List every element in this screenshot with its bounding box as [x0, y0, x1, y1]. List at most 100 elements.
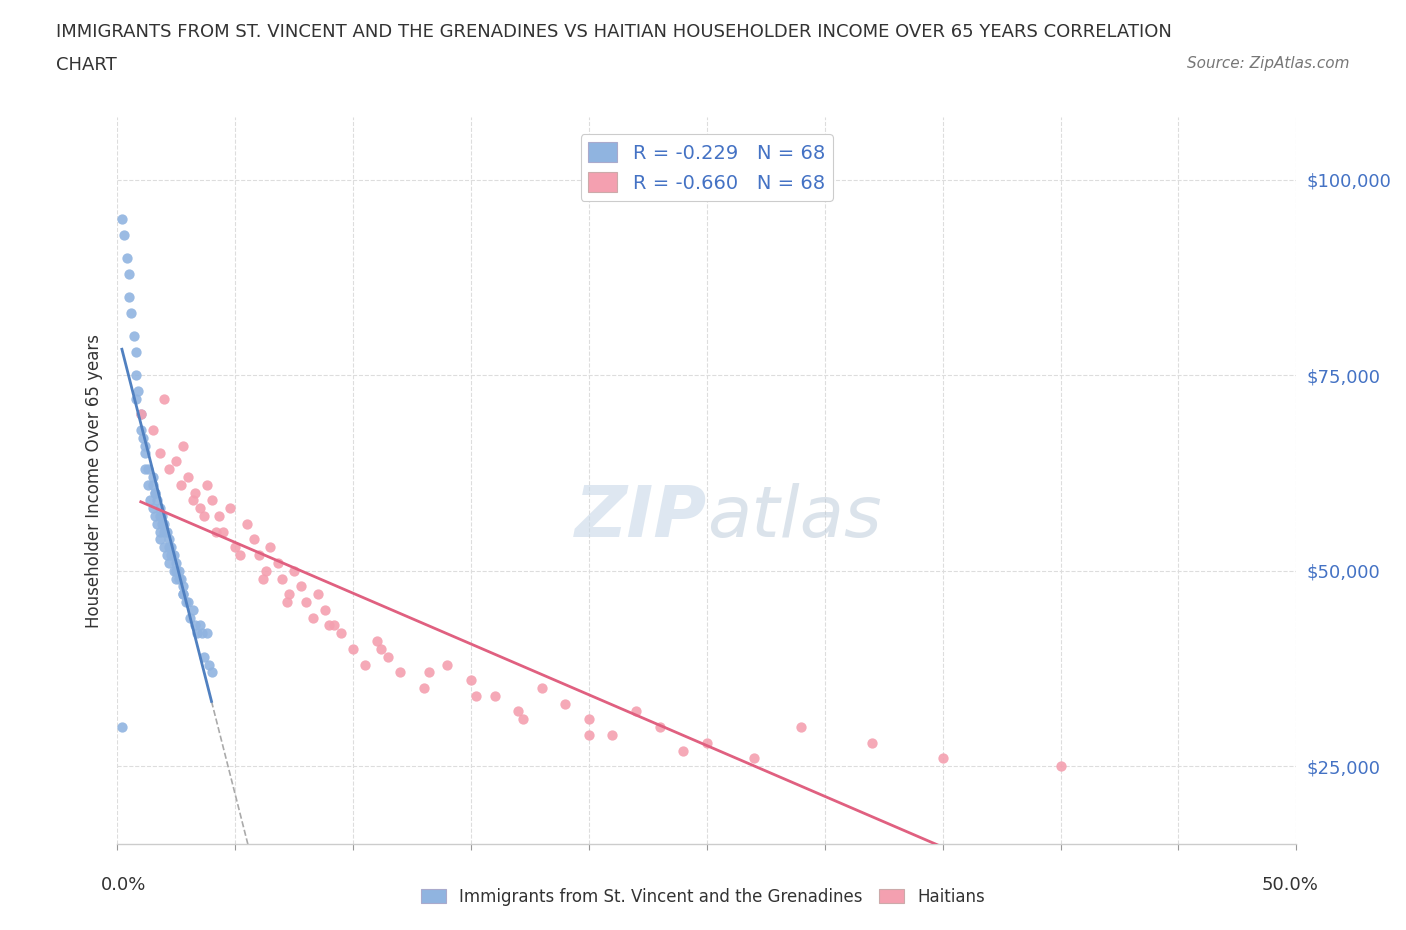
Point: [179, 610, 201, 625]
Point: [186, 626, 208, 641]
Point: [314, 603, 336, 618]
Point: [177, 470, 200, 485]
Point: [229, 548, 252, 563]
Text: Source: ZipAtlas.com: Source: ZipAtlas.com: [1187, 56, 1350, 71]
Point: [160, 539, 183, 554]
Point: [129, 422, 152, 437]
Point: [172, 578, 194, 593]
Point: [142, 500, 165, 515]
Point: [389, 665, 412, 680]
Point: [125, 344, 148, 359]
Point: [193, 649, 215, 664]
Point: [188, 618, 211, 633]
Point: [342, 642, 364, 657]
Point: [236, 516, 259, 531]
Point: [860, 736, 883, 751]
Point: [142, 422, 165, 437]
Point: [125, 368, 148, 383]
Point: [307, 587, 329, 602]
Point: [122, 329, 145, 344]
Point: [323, 618, 346, 633]
Point: [330, 626, 353, 641]
Point: [149, 446, 172, 461]
Point: [129, 407, 152, 422]
Point: [156, 548, 179, 563]
Point: [200, 665, 222, 680]
Point: [353, 658, 375, 672]
Point: [370, 642, 392, 657]
Point: [412, 681, 434, 696]
Point: [136, 461, 159, 476]
Point: [418, 665, 440, 680]
Point: [149, 532, 172, 547]
Text: IMMIGRANTS FROM ST. VINCENT AND THE GRENADINES VS HAITIAN HOUSEHOLDER INCOME OVE: IMMIGRANTS FROM ST. VINCENT AND THE GREN…: [56, 23, 1173, 41]
Point: [530, 681, 553, 696]
Point: [160, 548, 183, 563]
Point: [157, 461, 180, 476]
Point: [143, 485, 166, 500]
Point: [377, 649, 399, 664]
Point: [295, 594, 318, 609]
Point: [111, 720, 134, 735]
Point: [191, 626, 214, 641]
Point: [1049, 759, 1071, 774]
Text: 50.0%: 50.0%: [1263, 876, 1319, 895]
Point: [219, 500, 242, 515]
Point: [157, 555, 180, 570]
Point: [672, 743, 695, 758]
Point: [512, 711, 534, 726]
Point: [278, 587, 301, 602]
Text: CHART: CHART: [56, 56, 117, 73]
Point: [508, 704, 530, 719]
Point: [198, 658, 221, 672]
Point: [252, 571, 274, 586]
Point: [165, 564, 187, 578]
Point: [149, 500, 172, 515]
Point: [602, 727, 624, 742]
Point: [165, 555, 187, 570]
Point: [181, 603, 204, 618]
Point: [366, 633, 388, 648]
Point: [129, 407, 152, 422]
Point: [157, 532, 180, 547]
Point: [127, 383, 149, 398]
Point: [146, 516, 169, 531]
Y-axis label: Householder Income Over 65 years: Householder Income Over 65 years: [86, 334, 103, 628]
Point: [207, 509, 229, 524]
Point: [696, 736, 718, 751]
Point: [165, 571, 187, 586]
Point: [578, 711, 600, 726]
Point: [150, 509, 173, 524]
Point: [142, 470, 165, 485]
Point: [193, 509, 215, 524]
Point: [184, 618, 207, 633]
Point: [115, 250, 138, 265]
Legend: Immigrants from St. Vincent and the Grenadines, Haitians: Immigrants from St. Vincent and the Gren…: [413, 881, 993, 912]
Point: [188, 500, 211, 515]
Point: [290, 578, 312, 593]
Point: [318, 618, 340, 633]
Point: [153, 525, 176, 539]
Point: [170, 571, 193, 586]
Point: [165, 454, 187, 469]
Text: atlas: atlas: [707, 483, 882, 551]
Point: [143, 509, 166, 524]
Point: [163, 548, 186, 563]
Point: [259, 539, 281, 554]
Point: [578, 727, 600, 742]
Text: ZIP: ZIP: [575, 483, 707, 551]
Point: [157, 539, 180, 554]
Point: [167, 571, 190, 586]
Point: [276, 594, 298, 609]
Point: [554, 697, 576, 711]
Point: [931, 751, 953, 765]
Point: [149, 525, 172, 539]
Point: [172, 587, 194, 602]
Point: [136, 477, 159, 492]
Point: [460, 672, 482, 687]
Point: [132, 431, 155, 445]
Point: [149, 509, 172, 524]
Point: [146, 493, 169, 508]
Point: [212, 525, 235, 539]
Point: [153, 539, 176, 554]
